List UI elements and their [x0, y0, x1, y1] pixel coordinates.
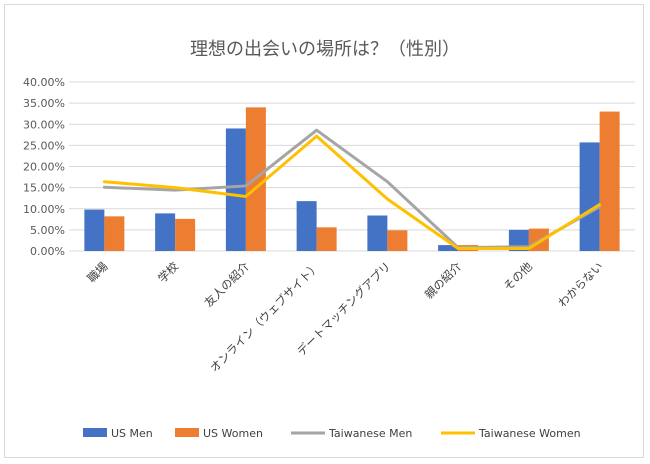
legend-swatch: [175, 428, 199, 437]
legend: US Men US Women Taiwanese Men Taiwanese Wom…: [83, 427, 581, 440]
bar-us-women: [104, 216, 125, 251]
legend-label: Taiwanese Men: [328, 427, 412, 440]
y-tick-label: 35.00%: [23, 97, 65, 110]
x-category-label: 友人の紹介: [201, 259, 252, 310]
y-tick-label: 20.00%: [23, 161, 65, 174]
bar-us-women: [175, 218, 196, 251]
legend-swatch: [83, 428, 107, 437]
bar-us-men: [367, 215, 388, 251]
y-tick-label: 0.00%: [30, 245, 65, 258]
x-category-label: 学校: [155, 259, 182, 286]
y-tick-label: 10.00%: [23, 203, 65, 216]
x-category-label: その他: [501, 259, 536, 294]
y-tick-label: 30.00%: [23, 118, 65, 131]
chart-title: 理想の出会いの場所は？（性別）: [190, 39, 460, 60]
y-tick-label: 25.00%: [23, 139, 65, 152]
y-tick-label: 15.00%: [23, 182, 65, 195]
lines: [102, 128, 602, 250]
legend-taiwanese-men: Taiwanese Men: [291, 427, 412, 440]
legend-us-women: US Women: [175, 427, 263, 440]
bar-us-men: [225, 128, 246, 251]
legend-taiwanese-women: Taiwanese Women: [441, 427, 581, 440]
y-axis-ticks: 0.00% 5.00% 10.00% 15.00% 20.00% 25.00% 30.00%…: [23, 76, 65, 258]
bar-us-men: [438, 245, 459, 251]
legend-label: US Women: [203, 427, 263, 440]
x-category-label: 親の紹介: [422, 259, 465, 302]
y-tick-label: 5.00%: [30, 224, 65, 237]
y-tick-label: 40.00%: [23, 76, 65, 89]
x-category-label: わからない: [555, 259, 606, 310]
bar-us-women: [387, 230, 408, 251]
bar-us-men: [579, 142, 600, 251]
bar-us-men: [296, 201, 317, 251]
chart-canvas: 理想の出会いの場所は？（性別） 0.00% 5.00% 10.00% 15.00% 20…: [23, 39, 635, 440]
bar-us-women: [599, 111, 620, 251]
bar-us-men: [84, 209, 105, 251]
x-category-label: 職場: [84, 259, 111, 286]
bar-us-women: [316, 227, 337, 251]
chart-frame: 理想の出会いの場所は？（性別） 0.00% 5.00% 10.00% 15.00% 20…: [4, 4, 644, 458]
legend-us-men: US Men: [83, 427, 153, 440]
line-taiwanese-women: [102, 134, 602, 250]
legend-label: US Men: [111, 427, 153, 440]
legend-label: Taiwanese Women: [478, 427, 581, 440]
bar-us-men: [155, 213, 176, 251]
